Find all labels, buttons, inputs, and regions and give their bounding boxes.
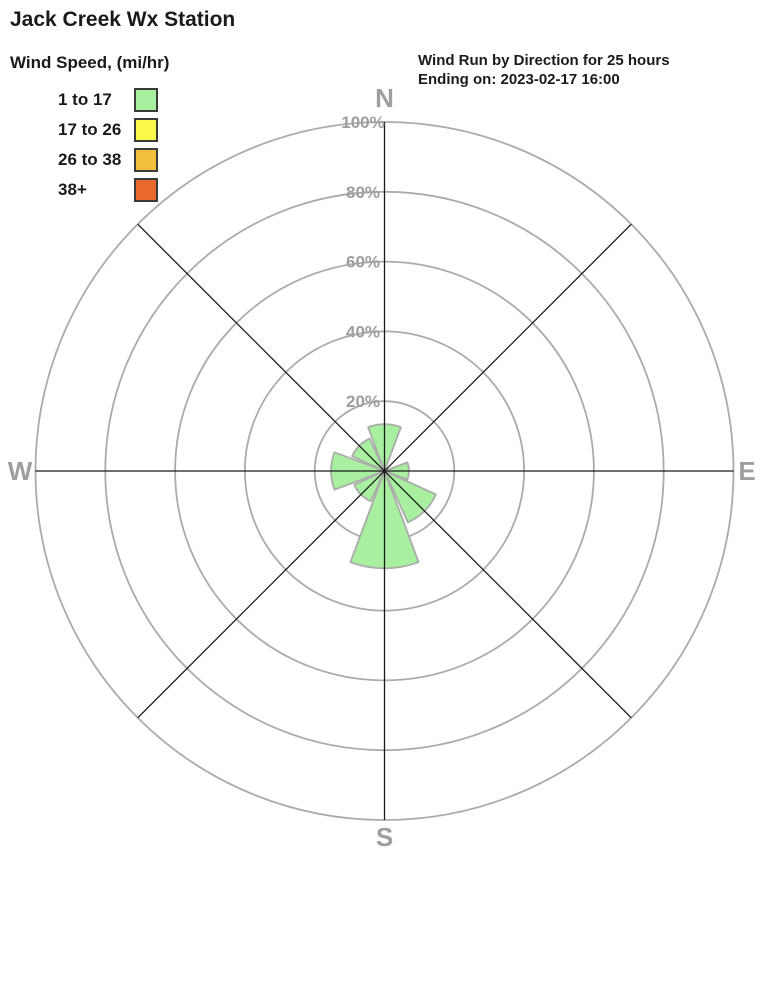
legend-item-label: 26 to 38 — [58, 150, 122, 169]
chart-subtitle: Wind Run by Direction for 25 hours Endin… — [418, 51, 670, 89]
compass-label-east: E — [738, 456, 755, 486]
chart-subtitle-line1: Wind Run by Direction for 25 hours — [418, 52, 670, 69]
legend-swatch-17-to-26 — [134, 118, 158, 142]
legend-item-label: 1 to 17 — [58, 90, 112, 109]
ring-label-100: 100% — [341, 113, 384, 132]
compass-label-south: S — [376, 822, 393, 852]
legend-item: 17 to 26 — [10, 115, 158, 145]
legend-item: 38+ — [10, 175, 158, 205]
wind-speed-legend: 1 to 17 17 to 26 26 to 38 38+ — [10, 85, 158, 205]
axis-ne-sw — [137, 223, 632, 719]
legend-swatch-26-to-38 — [134, 148, 158, 172]
legend-title: Wind Speed, (mi/hr) — [10, 53, 170, 72]
legend-item: 1 to 17 — [10, 85, 158, 115]
ring-label-40: 40% — [346, 322, 380, 341]
chart-subtitle-line2: Ending on: 2023-02-17 16:00 — [418, 71, 620, 88]
legend-item-label: 17 to 26 — [58, 120, 122, 139]
legend-swatch-38+ — [134, 178, 158, 202]
ring-label-80: 80% — [346, 183, 380, 202]
compass-label-north: N — [375, 83, 394, 113]
compass-label-west: W — [8, 456, 33, 486]
ring-label-20: 20% — [346, 392, 380, 411]
ring-label-60: 60% — [346, 253, 380, 272]
legend-item: 26 to 38 — [10, 145, 158, 175]
legend-swatch-1-to-17 — [134, 88, 158, 112]
legend-item-label: 38+ — [58, 180, 87, 199]
page-title: Jack Creek Wx Station — [10, 8, 236, 31]
